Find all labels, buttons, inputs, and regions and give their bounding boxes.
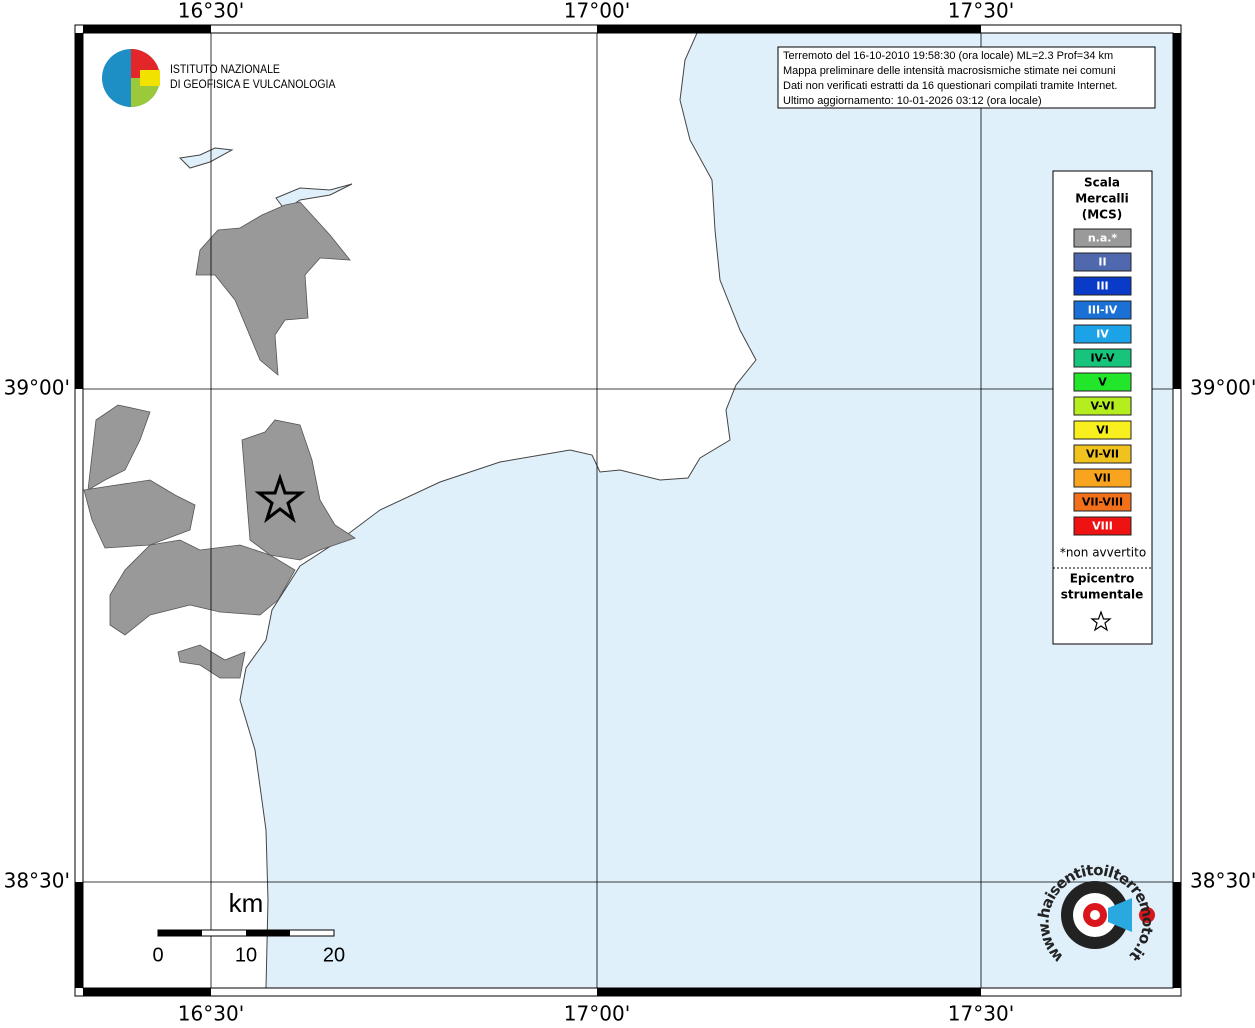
legend-label: n.a.* [1088,232,1118,245]
legend-label: VIII [1092,520,1113,533]
legend-title: Mercalli [1075,192,1129,206]
legend-note: *non avvertito [1060,546,1146,560]
lat-label: 38°30' [1190,869,1255,893]
legend-label: III-IV [1088,304,1118,317]
legend-star [1090,610,1112,632]
sea [239,32,1174,989]
lon-label: 16°30' [178,1002,244,1025]
scale-label: 0 [152,944,163,966]
scale-label: 10 [235,944,257,966]
info-line: Dati non verificati estratti da 16 quest… [783,80,1117,92]
info-box [777,46,1156,109]
legend-label: IV-V [1090,352,1115,365]
lakes [178,147,353,211]
legend-swatch [1073,492,1132,512]
frame [74,24,1182,997]
scale-label: 20 [323,944,345,966]
legend-title: Scala [1084,176,1120,190]
legend-swatch [1073,516,1132,536]
legend-swatch [1073,324,1132,344]
lon-label: 16°30' [178,0,244,23]
scale-bar [157,929,335,937]
legend-label: VI-VII [1086,448,1119,461]
lat-label: 39°00' [1190,376,1255,400]
legend-epicenter: Epicentro [1070,572,1135,586]
ingv-logo [102,49,160,107]
lon-label: 17°30' [948,1002,1014,1025]
scale-unit: km [229,888,264,918]
legend-label: IV [1096,328,1109,341]
legend-swatch [1073,276,1132,296]
info-line: Ultimo aggiornamento: 10-01-2026 03:12 (… [783,95,1042,107]
legend-label: V-VI [1090,400,1114,413]
legend-swatch [1073,228,1132,248]
legend-label: II [1098,256,1106,269]
legend-label: VII [1094,472,1111,485]
lat-label: 38°30' [4,869,70,893]
legend-swatch [1073,396,1132,416]
lat-label: 39°00' [4,376,70,400]
lon-label: 17°00' [564,1002,630,1025]
legend-epicenter: strumentale [1061,588,1144,602]
legend-swatch [1073,420,1132,440]
site-logo [1061,881,1155,949]
legend-swatch [1073,372,1132,392]
legend-swatch [1073,348,1132,368]
lon-label: 17°30' [948,0,1014,23]
legend-label: V [1098,376,1107,389]
lon-label: 17°00' [564,0,630,23]
legend-swatch [1073,444,1132,464]
legend-swatch [1073,468,1132,488]
info-line: Mappa preliminare delle intensità macros… [783,65,1116,77]
legend-title: (MCS) [1082,208,1123,222]
municipalities [83,201,356,679]
legend-swatch [1073,252,1132,272]
logo-text: ISTITUTO NAZIONALE [170,64,280,77]
legend-label: III [1096,280,1108,293]
info-line: Terremoto del 16-10-2010 19:58:30 (ora l… [783,50,1113,62]
logo-text: DI GEOFISICA E VULCANOLOGIA [170,79,336,92]
legend-swatch [1073,300,1132,320]
epicenter-star [254,473,306,524]
legend-label: VII-VIII [1082,496,1123,509]
graticule [83,33,1173,988]
legend-label: VI [1096,424,1109,437]
